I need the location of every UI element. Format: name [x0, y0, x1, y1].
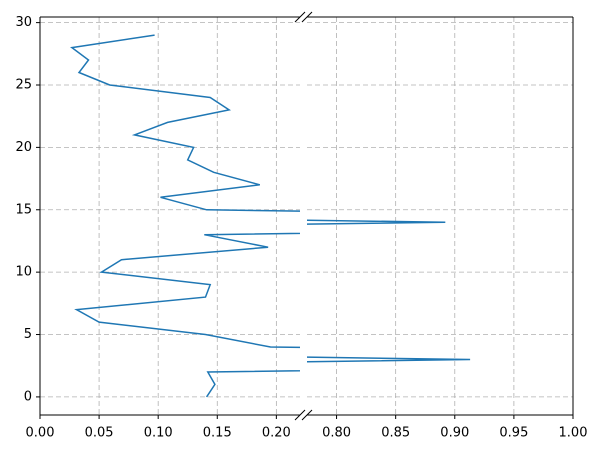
x-tick-label: 0.80 — [322, 426, 351, 441]
break-mark — [294, 409, 306, 421]
x-tick-label: 0.10 — [144, 426, 173, 441]
x-tick-label: 1.00 — [559, 426, 588, 441]
y-tick-label: 20 — [15, 140, 32, 155]
break-mark — [301, 409, 313, 421]
y-tick-label: 25 — [15, 77, 32, 92]
x-tick-label: 0.15 — [203, 426, 232, 441]
y-tick-label: 30 — [15, 15, 32, 30]
x-tick-label: 0.00 — [26, 426, 55, 441]
x-tick-label: 0.05 — [85, 426, 114, 441]
x-tick-label: 0.20 — [262, 426, 291, 441]
line — [307, 219, 471, 363]
panel — [307, 219, 471, 363]
x-tick-label: 0.90 — [440, 426, 469, 441]
x-tick-label: 0.95 — [499, 426, 528, 441]
y-tick-label: 5 — [24, 327, 32, 342]
panel — [70, 34, 300, 398]
line — [70, 34, 300, 398]
y-tick-label: 0 — [24, 389, 32, 404]
break-mark — [294, 11, 306, 23]
y-tick-label: 15 — [15, 202, 32, 217]
x-tick-label: 0.85 — [381, 426, 410, 441]
break-mark — [301, 11, 313, 23]
y-tick-label: 10 — [15, 265, 32, 280]
